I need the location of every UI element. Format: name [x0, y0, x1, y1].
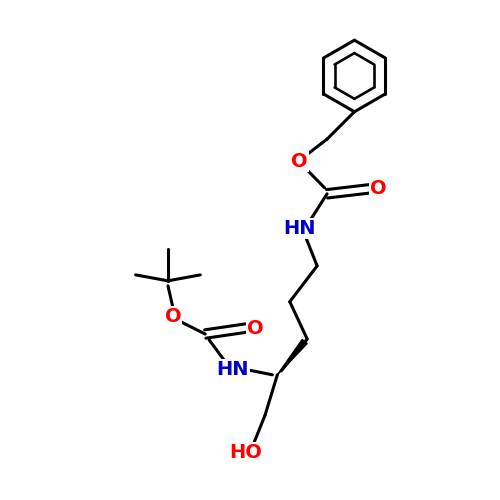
Text: O: O [246, 318, 264, 338]
Text: O: O [292, 152, 308, 171]
Polygon shape [278, 340, 307, 375]
Text: O: O [370, 180, 386, 199]
Text: O: O [164, 307, 181, 326]
Text: HO: HO [230, 444, 262, 462]
Text: HN: HN [284, 219, 316, 238]
Text: HN: HN [216, 360, 249, 380]
